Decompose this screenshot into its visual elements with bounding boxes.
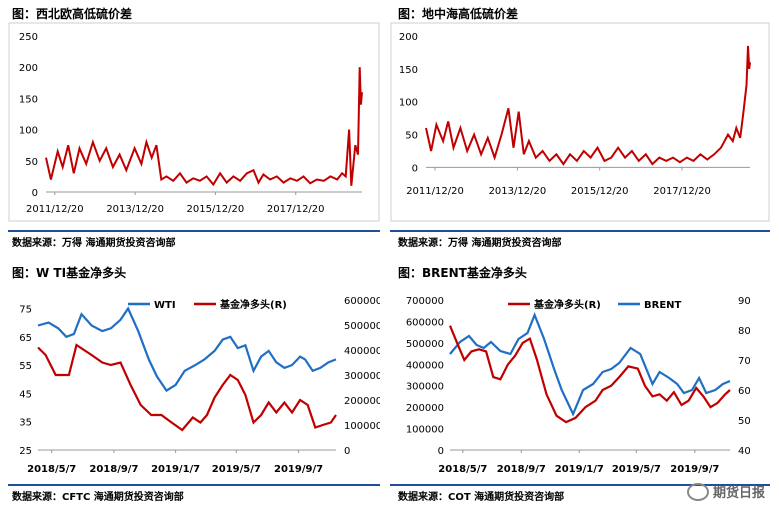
y-left-tick-label: 35: [19, 418, 32, 429]
y-tick-label: 50: [405, 131, 418, 142]
nw-europe-spread-chart: 250 200 150 100 50 0 2011/12/20 2013/12/20 2015/…: [8, 22, 380, 222]
y-right-tick-label: 300000: [344, 371, 380, 382]
y-left-tick-label: 0: [438, 446, 444, 457]
y-right-tick-label: 100000: [344, 421, 380, 432]
chart-title: 图：W TI基金净多头: [12, 266, 127, 280]
x-tick-label: 2015/12/20: [187, 204, 245, 215]
source-note: 数据来源：COT 海通期货投资咨询部: [398, 492, 565, 503]
y-left-tick-label: 200000: [406, 403, 444, 414]
x-tick-label: 2018/5/7: [27, 464, 76, 475]
brent-net-long-chart: 700000 600000 500000 400000 300000 200000 1000…: [406, 296, 751, 475]
divider: [8, 230, 380, 232]
y-tick-label: 150: [399, 65, 418, 76]
y-left-tick-label: 100000: [406, 425, 444, 436]
data-line: [448, 325, 731, 424]
wechat-icon: [686, 482, 709, 501]
y-tick-label: 100: [19, 126, 38, 137]
x-tick-label: 2013/12/20: [489, 186, 547, 197]
chart-title: 图：BRENT基金净多头: [398, 266, 527, 280]
y-right-tick-label: 200000: [344, 396, 380, 407]
x-tick-label: 2017/12/20: [267, 204, 325, 215]
legend-label: WTI: [154, 300, 176, 311]
chart-frame: [8, 22, 380, 222]
y-right-tick-label: 400000: [344, 346, 380, 357]
source-note: 数据来源：万得 海通期货投资咨询部: [398, 238, 562, 249]
source-note: 数据来源：CFTC 海通期货投资咨询部: [12, 492, 184, 503]
x-tick-label: 2019/5/7: [212, 464, 261, 475]
watermark-text: 期货日报: [712, 486, 765, 501]
data-line: [45, 67, 363, 187]
y-left-tick-label: 700000: [406, 296, 444, 307]
x-tick-label: 2019/9/7: [274, 464, 323, 475]
x-tick-label: 2018/5/7: [438, 464, 487, 475]
y-left-tick-label: 65: [19, 333, 32, 344]
y-left-tick-label: 25: [19, 446, 32, 457]
wti-net-long-chart: 75 65 55 45 35 25 600000 500000 400000 300000 2000…: [19, 296, 380, 475]
legend-label: 基金净多头(R): [533, 298, 601, 311]
y-right-tick-label: 50: [738, 416, 751, 427]
x-tick-label: 2018/9/7: [89, 464, 138, 475]
y-tick-label: 200: [19, 63, 38, 74]
x-tick-label: 2019/1/7: [555, 464, 604, 475]
data-line: [37, 306, 337, 393]
x-tick-label: 2017/12/20: [653, 186, 711, 197]
y-tick-label: 0: [32, 188, 38, 199]
x-tick-label: 2011/12/20: [406, 186, 464, 197]
data-line: [425, 45, 751, 166]
x-tick-label: 2019/5/7: [612, 464, 661, 475]
x-tick-label: 2013/12/20: [106, 204, 164, 215]
divider: [390, 230, 770, 232]
y-right-tick-label: 90: [738, 296, 751, 307]
x-tick-label: 2018/9/7: [497, 464, 546, 475]
y-left-tick-label: 75: [19, 304, 32, 315]
x-tick-label: 2015/12/20: [571, 186, 629, 197]
x-tick-label: 2019/9/7: [670, 464, 719, 475]
divider: [8, 484, 380, 486]
x-tick-label: 2019/1/7: [151, 464, 200, 475]
legend-label: 基金净多头(R): [219, 298, 287, 311]
data-line: [37, 343, 337, 432]
y-tick-label: 150: [19, 94, 38, 105]
y-tick-label: 50: [25, 157, 38, 168]
chart-title: 图：西北欧高低硫价差: [12, 7, 133, 21]
y-left-tick-label: 500000: [406, 339, 444, 350]
y-tick-label: 200: [399, 32, 418, 43]
y-right-tick-label: 70: [738, 356, 751, 367]
y-left-tick-label: 600000: [406, 317, 444, 328]
divider: [390, 484, 770, 486]
legend-label: BRENT: [644, 300, 682, 311]
y-right-tick-label: 40: [738, 446, 751, 457]
y-left-tick-label: 55: [19, 361, 32, 372]
y-tick-label: 0: [412, 163, 418, 174]
chart-frame: [390, 22, 770, 222]
y-left-tick-label: 45: [19, 389, 32, 400]
y-tick-label: 100: [399, 98, 418, 109]
chart-title: 图：地中海高低硫价差: [398, 7, 519, 21]
y-right-tick-label: 600000: [344, 296, 380, 307]
y-right-tick-label: 80: [738, 326, 751, 337]
y-right-tick-label: 0: [344, 446, 350, 457]
y-left-tick-label: 400000: [406, 360, 444, 371]
y-right-tick-label: 500000: [344, 321, 380, 332]
data-line: [449, 312, 731, 417]
x-tick-label: 2011/12/20: [26, 204, 84, 215]
mediterranean-spread-chart: 200 150 100 50 0 2011/12/20 2013/12/20 2015/12/…: [390, 22, 770, 222]
y-left-tick-label: 300000: [406, 382, 444, 393]
watermark: 期货日报: [686, 482, 765, 501]
y-right-tick-label: 60: [738, 386, 751, 397]
source-note: 数据来源：万得 海通期货投资咨询部: [12, 238, 176, 249]
y-tick-label: 250: [19, 32, 38, 43]
